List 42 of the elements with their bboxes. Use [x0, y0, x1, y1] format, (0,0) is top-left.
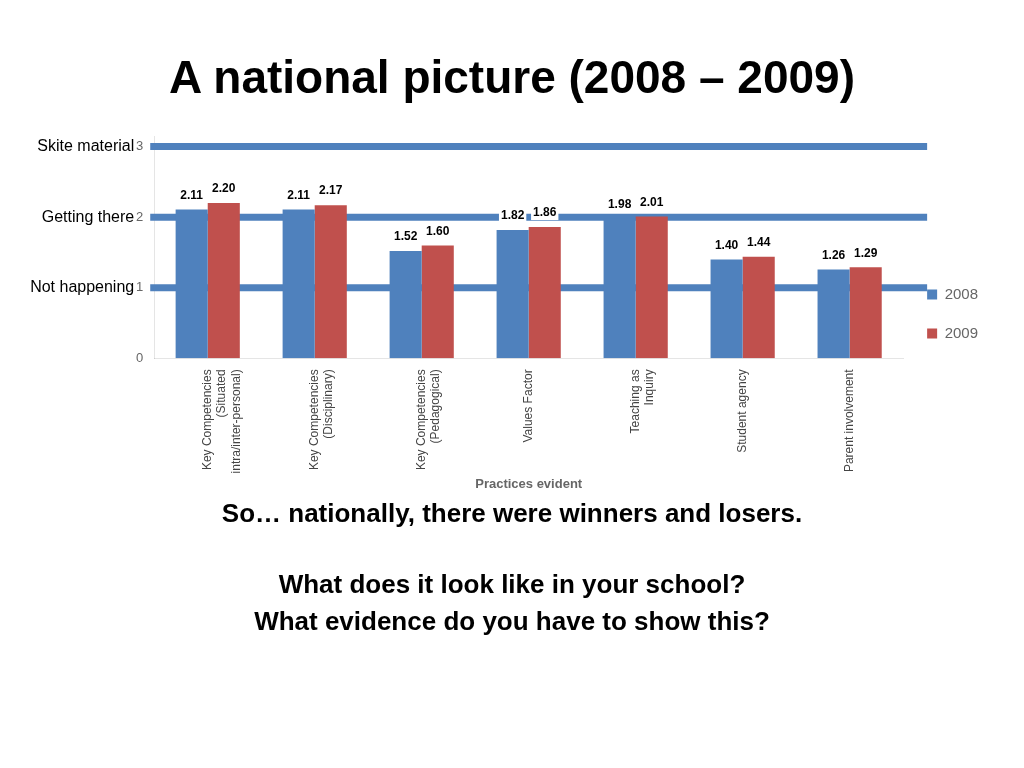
data-label: 2.11	[180, 187, 204, 202]
y-tick-label: 2	[136, 208, 144, 224]
bar	[849, 267, 882, 359]
x-tick-label: Key Competencies (Disciplinary)	[307, 369, 336, 471]
bar	[314, 205, 347, 359]
ref-line-label: Not happening	[30, 278, 135, 296]
text: So… nationally, there were winners and losers.	[220, 498, 804, 529]
data-label: 1.98	[607, 196, 632, 211]
legend-label: 2008	[944, 284, 979, 302]
text: What does it look like in your school?	[277, 569, 747, 600]
bar	[421, 245, 454, 359]
data-label: 1.44	[747, 235, 771, 250]
data-label: 1.60	[426, 223, 450, 238]
x-axis-title: Practices evident	[475, 475, 583, 491]
text: What evidence do you have to show this?	[253, 606, 771, 637]
data-label: 2.17	[319, 183, 343, 198]
data-label: 1.40	[714, 237, 739, 252]
x-tick-label: Student agency	[734, 369, 749, 453]
data-label: 1.82	[500, 208, 525, 223]
bar	[528, 227, 561, 359]
x-tick-label: Values Factor	[520, 369, 535, 443]
data-label: 1.29	[854, 245, 878, 260]
ref-line-label: Skite material	[37, 136, 135, 154]
data-label: 1.26	[821, 247, 846, 262]
x-tick-label: Key Competencies (Situated intra/inter-personal)	[200, 369, 243, 474]
data-label: 1.86	[533, 205, 557, 220]
data-label: 2.01	[640, 194, 664, 209]
data-label: 2.20	[212, 181, 236, 196]
ref-line-label: Getting there	[41, 207, 135, 225]
data-label: 1.52	[393, 229, 418, 244]
bar	[207, 203, 240, 359]
y-tick-label: 0	[136, 349, 144, 365]
y-tick-label: 3	[136, 138, 144, 154]
legend-label: 2009	[944, 323, 979, 341]
chart-title: A national picture (2008 – 2009)	[168, 50, 856, 104]
x-tick-label: Teaching as Inquiry	[627, 369, 657, 434]
y-tick-label: 1	[136, 279, 144, 295]
x-tick-label: Parent involvement	[841, 368, 856, 473]
data-label: 2.11	[287, 187, 311, 202]
x-tick-label: Key Competencies (Pedagogical)	[414, 369, 443, 471]
bar	[742, 256, 775, 359]
bar	[635, 216, 668, 359]
